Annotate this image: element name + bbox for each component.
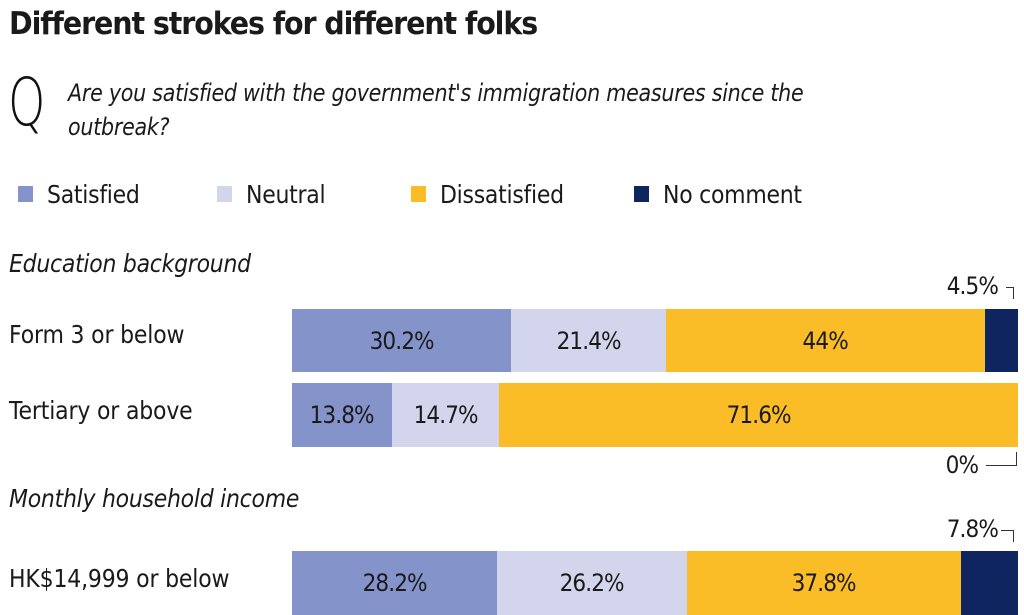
legend-label: Neutral <box>246 179 326 209</box>
bar-segment-satisfied: 13.8% <box>292 383 392 447</box>
legend-label: Dissatisfied <box>440 179 564 209</box>
callout-label: 0% <box>945 451 979 479</box>
callout-tick <box>1006 287 1014 299</box>
legend-label: No comment <box>663 179 802 209</box>
bar-segment-no-comment <box>985 309 1018 372</box>
callout-label: 4.5% <box>946 272 999 300</box>
bar-value-label: 26.2% <box>559 569 625 597</box>
dissatisfied-swatch-icon <box>411 186 426 202</box>
row-label: Tertiary or above <box>9 396 193 425</box>
bar-segment-neutral: 26.2% <box>497 551 687 615</box>
bar-segment-dissatisfied: 71.6% <box>499 383 1018 447</box>
bar-value-label: 14.7% <box>413 401 478 429</box>
callout-tick <box>986 452 1017 466</box>
bar-value-label: 71.6% <box>726 401 791 429</box>
row-label: Form 3 or below <box>9 320 185 349</box>
legend: Satisfied Neutral Dissatisfied No commen… <box>0 176 1024 212</box>
satisfied-swatch-icon <box>18 186 33 202</box>
stacked-bar: 30.2% 21.4% 44% <box>292 309 1018 372</box>
legend-item-satisfied: Satisfied <box>18 176 152 212</box>
bar-value-label: 28.2% <box>362 569 427 597</box>
no-comment-swatch-icon <box>634 186 649 202</box>
group-title-education: Education background <box>9 249 251 278</box>
legend-item-dissatisfied: Dissatisfied <box>411 176 581 212</box>
question-text: Are you satisfied with the government's … <box>68 79 804 141</box>
bar-value-label: 21.4% <box>556 326 621 355</box>
legend-item-no-comment: No comment <box>634 176 821 212</box>
question-marker: Q <box>8 64 46 141</box>
bar-value-label: 30.2% <box>369 326 434 355</box>
callout-label: 7.8% <box>946 515 999 543</box>
bar-segment-no-comment <box>961 551 1018 615</box>
stacked-bar: 28.2% 26.2% 37.8% <box>292 551 1018 615</box>
legend-label: Satisfied <box>47 179 140 209</box>
bar-segment-satisfied: 30.2% <box>292 309 511 372</box>
bar-segment-dissatisfied: 44% <box>666 309 985 372</box>
chart-title: Different strokes for different folks <box>9 6 538 42</box>
bar-segment-neutral: 14.7% <box>392 383 499 447</box>
bar-segment-satisfied: 28.2% <box>292 551 497 615</box>
bar-segment-neutral: 21.4% <box>511 309 666 372</box>
bar-value-label: 13.8% <box>309 401 375 429</box>
bar-value-label: 37.8% <box>791 569 857 597</box>
legend-item-neutral: Neutral <box>217 176 336 212</box>
bar-segment-dissatisfied: 37.8% <box>687 551 961 615</box>
stacked-bar: 13.8% 14.7% 71.6% <box>292 383 1018 447</box>
group-title-income: Monthly household income <box>9 484 300 513</box>
bar-value-label: 44% <box>802 326 849 355</box>
row-label: HK$14,999 or below <box>9 564 230 593</box>
neutral-swatch-icon <box>217 186 232 202</box>
callout-tick <box>1001 530 1014 542</box>
